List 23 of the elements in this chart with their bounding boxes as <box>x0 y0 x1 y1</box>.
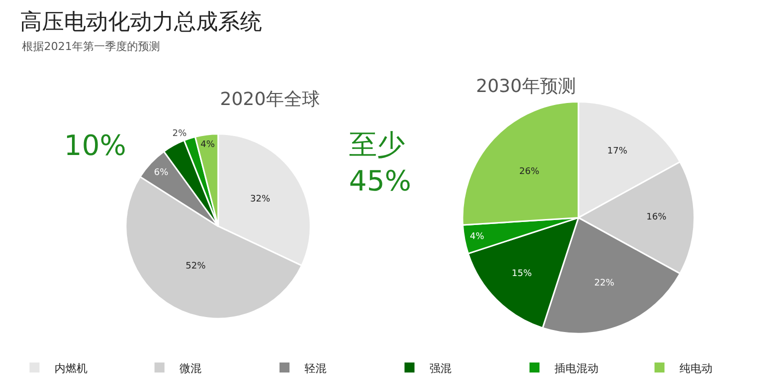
legend-label: 微混 <box>180 362 202 375</box>
data-label: 22% <box>594 278 615 289</box>
chart-subtitle: 根据2021年第一季度的预测 <box>22 40 160 53</box>
legend-label: 插电混动 <box>554 362 598 375</box>
text: 2030年预测 <box>476 76 576 97</box>
data-label: 16% <box>646 212 667 223</box>
data-label: 2% <box>172 128 188 139</box>
legend-label: 强混 <box>430 362 452 375</box>
data-label: 4% <box>470 232 485 242</box>
data-label: 6% <box>154 168 169 178</box>
text: 10% <box>64 129 126 162</box>
data-label: 17% <box>607 146 628 157</box>
text: 至少 45% <box>349 128 412 198</box>
text: 2020年全球 <box>220 89 320 110</box>
data-label: 15% <box>512 269 532 280</box>
data-label: 26% <box>519 166 540 177</box>
chart-title: 高压电动化动力总成系统 <box>20 10 262 35</box>
data-label: 52% <box>186 262 206 272</box>
legend-label: 纯电动 <box>680 362 712 375</box>
data-label: 4% <box>200 140 216 150</box>
legend-label: 内燃机 <box>54 362 88 375</box>
legend-label: 轻混 <box>304 362 326 375</box>
data-label: 32% <box>250 194 271 204</box>
